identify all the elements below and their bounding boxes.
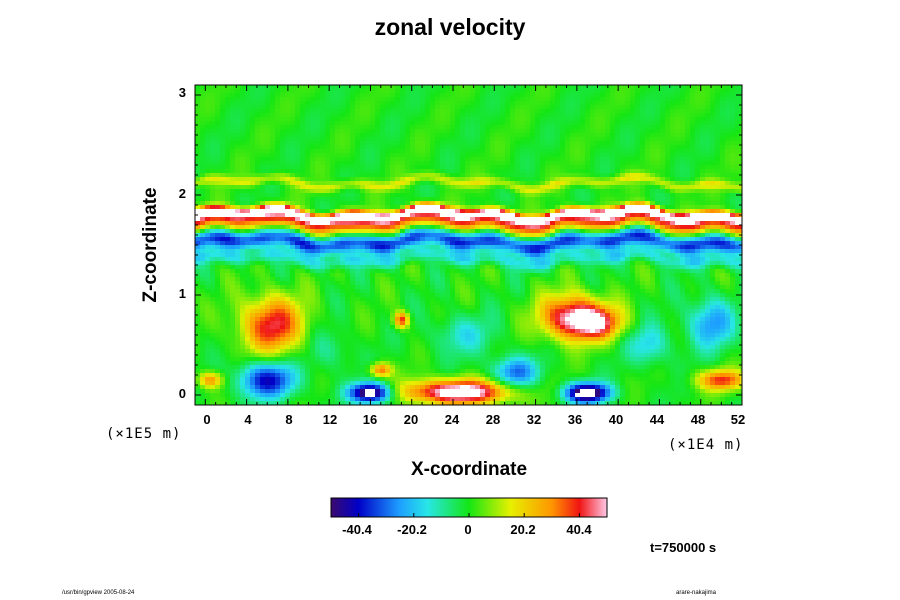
- colorbar-tick-label-0: -40.4: [342, 522, 372, 537]
- x-axis-label: X-coordinate: [410, 459, 528, 480]
- colorbar-ticks: [358, 513, 580, 517]
- footer-right: arare-nakajima: [676, 590, 717, 596]
- colorbar-tick-label-1: -20.2: [397, 522, 427, 537]
- time-label: t=750000 s: [650, 540, 717, 555]
- chart-title: zonal velocity: [374, 14, 526, 40]
- x-tick-label-28: 28: [485, 412, 501, 427]
- x-tick-label-36: 36: [567, 412, 583, 427]
- x-tick-label-12: 12: [322, 412, 338, 427]
- x-tick-label-48: 48: [690, 412, 706, 427]
- y-tick-label-3: 3: [178, 85, 186, 100]
- y-tick-label-1: 1: [178, 286, 186, 301]
- x-tick-label-8: 8: [285, 412, 293, 427]
- x-tick-label-16: 16: [362, 412, 378, 427]
- x-tick-label-40: 40: [608, 412, 624, 427]
- x-tick-label-0: 0: [203, 412, 211, 427]
- colorbar-tick-label-3: 20.2: [510, 522, 536, 537]
- axis-ticks: [195, 85, 743, 405]
- y-tick-label-0: 0: [178, 386, 186, 401]
- x-tick-label-20: 20: [403, 412, 419, 427]
- colorbar-tick-label-4: 40.4: [566, 522, 592, 537]
- x-tick-label-44: 44: [649, 412, 665, 427]
- x-tick-label-24: 24: [444, 412, 460, 427]
- x-tick-label-32: 32: [526, 412, 542, 427]
- x-axis-multiplier: (×1E4 m): [668, 437, 744, 453]
- y-tick-label-2: 2: [178, 186, 186, 201]
- colorbar-tick-label-2: 0: [464, 522, 472, 537]
- x-tick-label-52: 52: [730, 412, 746, 427]
- x-tick-label-4: 4: [244, 412, 252, 427]
- heatmap-field: [195, 85, 742, 405]
- y-axis-multiplier: (×1E5 m): [106, 426, 182, 442]
- footer-left: /usr/bin/gpview 2005-08-24: [62, 590, 135, 596]
